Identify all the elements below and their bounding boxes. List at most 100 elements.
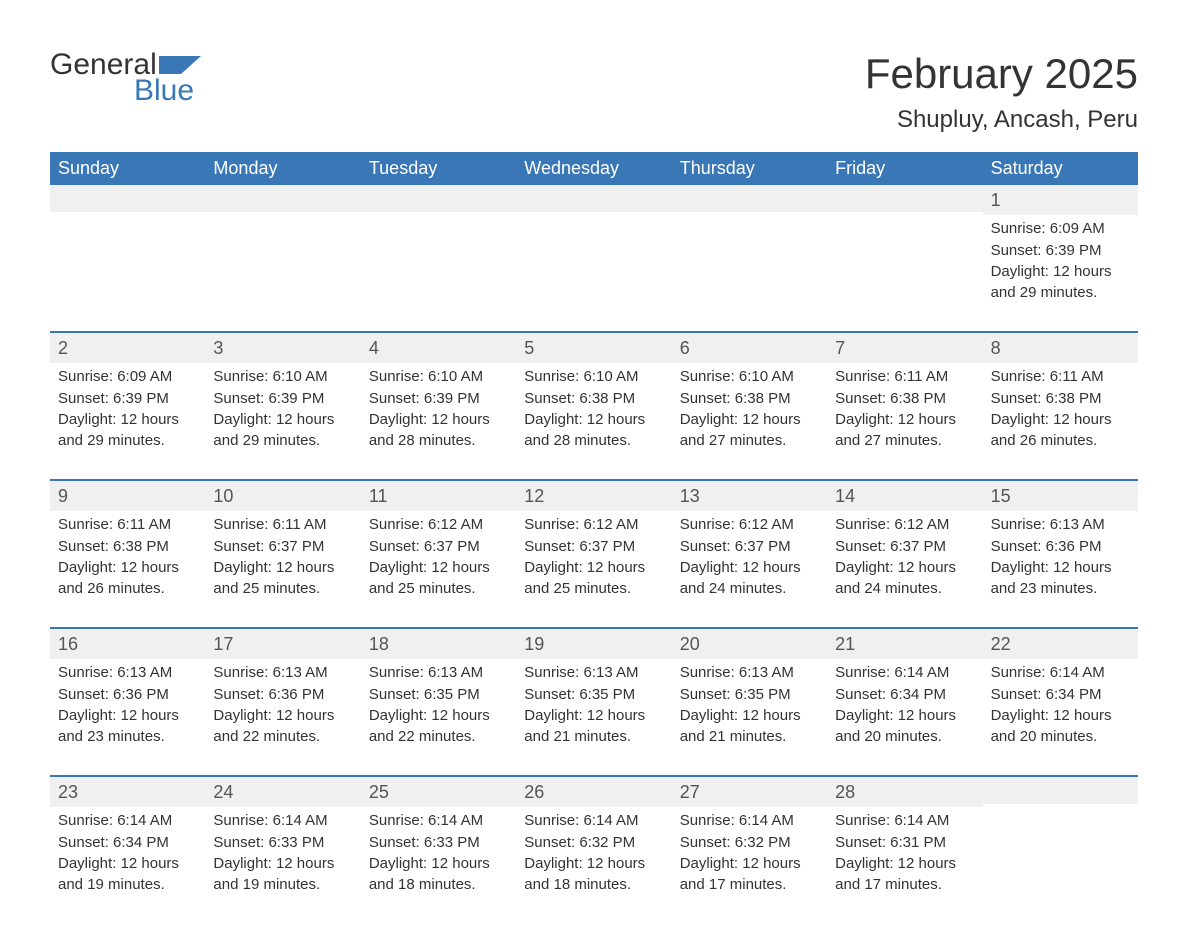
- dow-thursday: Thursday: [672, 152, 827, 185]
- day-sunset: Sunset: 6:33 PM: [213, 833, 352, 853]
- day-body: Sunrise: 6:11 AMSunset: 6:37 PMDaylight:…: [205, 511, 360, 599]
- day-sunset: Sunset: 6:38 PM: [58, 537, 197, 557]
- day-cell: [516, 185, 671, 305]
- day-number: 10: [205, 481, 360, 511]
- day-sunrise: Sunrise: 6:14 AM: [835, 811, 974, 831]
- day-sunrise: Sunrise: 6:13 AM: [58, 663, 197, 683]
- dow-friday: Friday: [827, 152, 982, 185]
- day-number: 22: [983, 629, 1138, 659]
- day-sunset: Sunset: 6:34 PM: [835, 685, 974, 705]
- day-number: [672, 185, 827, 212]
- day-number: [50, 185, 205, 212]
- day-daylight2: and 29 minutes.: [58, 431, 197, 451]
- week-row: 23Sunrise: 6:14 AMSunset: 6:34 PMDayligh…: [50, 775, 1138, 897]
- day-cell: 17Sunrise: 6:13 AMSunset: 6:36 PMDayligh…: [205, 629, 360, 749]
- day-cell: 11Sunrise: 6:12 AMSunset: 6:37 PMDayligh…: [361, 481, 516, 601]
- day-sunrise: Sunrise: 6:13 AM: [524, 663, 663, 683]
- day-cell: 6Sunrise: 6:10 AMSunset: 6:38 PMDaylight…: [672, 333, 827, 453]
- day-body: Sunrise: 6:13 AMSunset: 6:35 PMDaylight:…: [361, 659, 516, 747]
- day-body: Sunrise: 6:14 AMSunset: 6:32 PMDaylight:…: [516, 807, 671, 895]
- dow-wednesday: Wednesday: [516, 152, 671, 185]
- day-number: 9: [50, 481, 205, 511]
- day-cell: 27Sunrise: 6:14 AMSunset: 6:32 PMDayligh…: [672, 777, 827, 897]
- day-body: Sunrise: 6:12 AMSunset: 6:37 PMDaylight:…: [827, 511, 982, 599]
- day-cell: 10Sunrise: 6:11 AMSunset: 6:37 PMDayligh…: [205, 481, 360, 601]
- day-daylight2: and 23 minutes.: [991, 579, 1130, 599]
- day-sunset: Sunset: 6:32 PM: [524, 833, 663, 853]
- day-sunset: Sunset: 6:36 PM: [991, 537, 1130, 557]
- day-daylight1: Daylight: 12 hours: [680, 854, 819, 874]
- day-daylight1: Daylight: 12 hours: [524, 706, 663, 726]
- day-daylight2: and 20 minutes.: [991, 727, 1130, 747]
- day-body: Sunrise: 6:14 AMSunset: 6:33 PMDaylight:…: [205, 807, 360, 895]
- day-number: 20: [672, 629, 827, 659]
- weeks-container: 1Sunrise: 6:09 AMSunset: 6:39 PMDaylight…: [50, 185, 1138, 897]
- day-cell: 21Sunrise: 6:14 AMSunset: 6:34 PMDayligh…: [827, 629, 982, 749]
- day-sunrise: Sunrise: 6:14 AM: [58, 811, 197, 831]
- day-daylight2: and 19 minutes.: [213, 875, 352, 895]
- day-daylight2: and 21 minutes.: [680, 727, 819, 747]
- day-daylight1: Daylight: 12 hours: [213, 706, 352, 726]
- day-number: 2: [50, 333, 205, 363]
- day-daylight2: and 21 minutes.: [524, 727, 663, 747]
- day-sunset: Sunset: 6:35 PM: [680, 685, 819, 705]
- day-body: Sunrise: 6:14 AMSunset: 6:34 PMDaylight:…: [983, 659, 1138, 747]
- day-body: Sunrise: 6:12 AMSunset: 6:37 PMDaylight:…: [361, 511, 516, 599]
- day-sunrise: Sunrise: 6:13 AM: [680, 663, 819, 683]
- day-body: Sunrise: 6:13 AMSunset: 6:36 PMDaylight:…: [50, 659, 205, 747]
- day-daylight1: Daylight: 12 hours: [369, 706, 508, 726]
- day-sunset: Sunset: 6:38 PM: [991, 389, 1130, 409]
- day-sunset: Sunset: 6:33 PM: [369, 833, 508, 853]
- day-daylight1: Daylight: 12 hours: [524, 558, 663, 578]
- day-cell: 5Sunrise: 6:10 AMSunset: 6:38 PMDaylight…: [516, 333, 671, 453]
- day-cell: 28Sunrise: 6:14 AMSunset: 6:31 PMDayligh…: [827, 777, 982, 897]
- day-daylight1: Daylight: 12 hours: [991, 706, 1130, 726]
- day-daylight2: and 28 minutes.: [369, 431, 508, 451]
- day-sunrise: Sunrise: 6:12 AM: [524, 515, 663, 535]
- day-sunrise: Sunrise: 6:11 AM: [58, 515, 197, 535]
- day-daylight2: and 17 minutes.: [835, 875, 974, 895]
- day-sunrise: Sunrise: 6:14 AM: [991, 663, 1130, 683]
- day-cell: [205, 185, 360, 305]
- day-body: Sunrise: 6:13 AMSunset: 6:36 PMDaylight:…: [983, 511, 1138, 599]
- day-body: Sunrise: 6:14 AMSunset: 6:34 PMDaylight:…: [827, 659, 982, 747]
- day-daylight2: and 22 minutes.: [369, 727, 508, 747]
- day-daylight1: Daylight: 12 hours: [213, 854, 352, 874]
- title-block: February 2025 Shupluy, Ancash, Peru: [865, 50, 1138, 134]
- day-body: Sunrise: 6:10 AMSunset: 6:38 PMDaylight:…: [516, 363, 671, 451]
- day-sunset: Sunset: 6:37 PM: [680, 537, 819, 557]
- day-number: 16: [50, 629, 205, 659]
- day-daylight2: and 24 minutes.: [680, 579, 819, 599]
- day-number: 5: [516, 333, 671, 363]
- day-daylight1: Daylight: 12 hours: [369, 558, 508, 578]
- day-body: Sunrise: 6:13 AMSunset: 6:35 PMDaylight:…: [672, 659, 827, 747]
- day-daylight2: and 25 minutes.: [524, 579, 663, 599]
- day-sunset: Sunset: 6:39 PM: [991, 241, 1130, 261]
- day-daylight2: and 18 minutes.: [524, 875, 663, 895]
- dow-saturday: Saturday: [983, 152, 1138, 185]
- dow-tuesday: Tuesday: [361, 152, 516, 185]
- day-daylight2: and 27 minutes.: [680, 431, 819, 451]
- day-body: Sunrise: 6:14 AMSunset: 6:32 PMDaylight:…: [672, 807, 827, 895]
- day-body: Sunrise: 6:12 AMSunset: 6:37 PMDaylight:…: [672, 511, 827, 599]
- day-sunrise: Sunrise: 6:12 AM: [369, 515, 508, 535]
- day-daylight2: and 29 minutes.: [991, 283, 1130, 303]
- day-sunrise: Sunrise: 6:13 AM: [991, 515, 1130, 535]
- day-sunset: Sunset: 6:38 PM: [835, 389, 974, 409]
- day-sunrise: Sunrise: 6:14 AM: [524, 811, 663, 831]
- day-daylight1: Daylight: 12 hours: [835, 706, 974, 726]
- day-sunrise: Sunrise: 6:11 AM: [213, 515, 352, 535]
- day-daylight1: Daylight: 12 hours: [369, 410, 508, 430]
- day-number: 27: [672, 777, 827, 807]
- day-cell: 15Sunrise: 6:13 AMSunset: 6:36 PMDayligh…: [983, 481, 1138, 601]
- logo-word-blue: Blue: [134, 76, 201, 106]
- day-sunset: Sunset: 6:31 PM: [835, 833, 974, 853]
- day-daylight1: Daylight: 12 hours: [991, 558, 1130, 578]
- day-number: [205, 185, 360, 212]
- day-cell: [361, 185, 516, 305]
- day-daylight1: Daylight: 12 hours: [369, 854, 508, 874]
- day-daylight1: Daylight: 12 hours: [58, 410, 197, 430]
- day-sunrise: Sunrise: 6:13 AM: [213, 663, 352, 683]
- day-sunset: Sunset: 6:38 PM: [524, 389, 663, 409]
- day-sunset: Sunset: 6:36 PM: [213, 685, 352, 705]
